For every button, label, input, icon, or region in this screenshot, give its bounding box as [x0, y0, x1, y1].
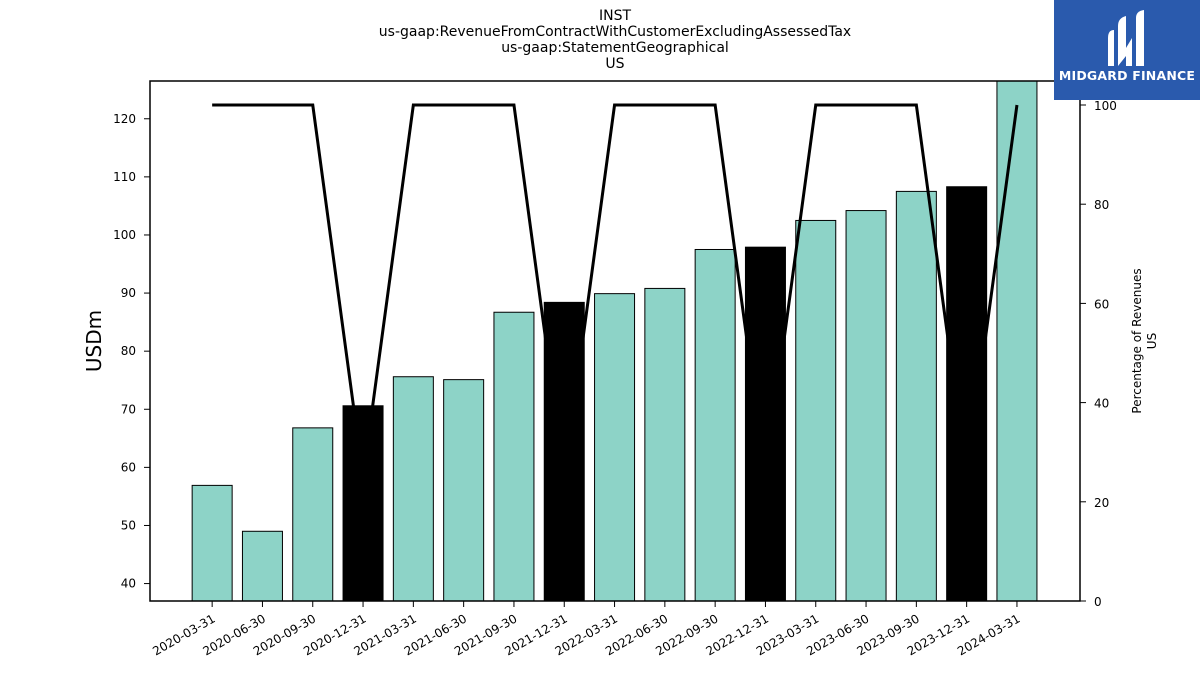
- y-axis-label: USDm: [82, 310, 106, 372]
- bar-2023-06-30: [845, 210, 887, 602]
- y-tick-label-110: 110: [113, 170, 136, 184]
- y2-tick-label-0: 0: [1094, 595, 1102, 609]
- line-layer: [212, 103, 1019, 478]
- bar-2023-09-30: [895, 190, 937, 602]
- y-tick-label-120: 120: [113, 112, 136, 126]
- bar-2022-09-30: [694, 248, 736, 602]
- title-line-2: us-gaap:RevenueFromContractWithCustomerE…: [379, 24, 851, 40]
- y-tick-label-40: 40: [121, 577, 136, 591]
- bar-2023-03-31: [795, 219, 837, 602]
- title-line-1: INST: [599, 8, 631, 24]
- percentage-line: [212, 103, 1019, 478]
- bar-2020-12-31: [342, 405, 384, 602]
- bar-2021-06-30: [443, 379, 485, 602]
- y-tick-label-70: 70: [121, 402, 136, 416]
- y-tick-label-60: 60: [121, 460, 136, 474]
- y2-tick-label-60: 60: [1094, 297, 1109, 311]
- bar-2020-03-31: [191, 484, 233, 602]
- y-tick-label-50: 50: [121, 518, 136, 532]
- title-line-3: us-gaap:StatementGeographical: [501, 40, 729, 56]
- midgard-logo-icon: [1108, 10, 1144, 66]
- bar-2021-03-31: [392, 376, 434, 602]
- bar-2020-09-30: [292, 427, 334, 602]
- y2-tick-label-40: 40: [1094, 397, 1109, 411]
- bars-layer: [191, 80, 1038, 602]
- y2-tick-label-100: 100: [1094, 99, 1117, 113]
- y2-tick-label-20: 20: [1094, 496, 1109, 510]
- bar-2021-09-30: [493, 311, 535, 602]
- y-tick-label-80: 80: [121, 344, 136, 358]
- y2-tick-label-80: 80: [1094, 198, 1109, 212]
- brand-logo: MIDGARD FINANCE: [1054, 0, 1200, 100]
- bar-2020-06-30: [241, 530, 283, 602]
- bar-2022-12-31: [744, 246, 786, 602]
- y-tick-label-90: 90: [121, 286, 136, 300]
- y2-axis-label-line-1: Percentage of Revenues: [1130, 268, 1144, 413]
- y-tick-label-100: 100: [113, 228, 136, 242]
- bar-2022-03-31: [594, 293, 636, 602]
- y2-axis-label-line-2: US: [1145, 333, 1159, 349]
- bar-2021-12-31: [543, 301, 585, 602]
- brand-name: MIDGARD FINANCE: [1058, 68, 1196, 83]
- bar-2022-06-30: [644, 287, 686, 602]
- bar-2024-03-31: [996, 80, 1038, 602]
- bar-2023-12-31: [946, 186, 988, 602]
- title-line-4: US: [605, 56, 624, 72]
- chart-title: INST us-gaap:RevenueFromContractWithCust…: [379, 8, 851, 72]
